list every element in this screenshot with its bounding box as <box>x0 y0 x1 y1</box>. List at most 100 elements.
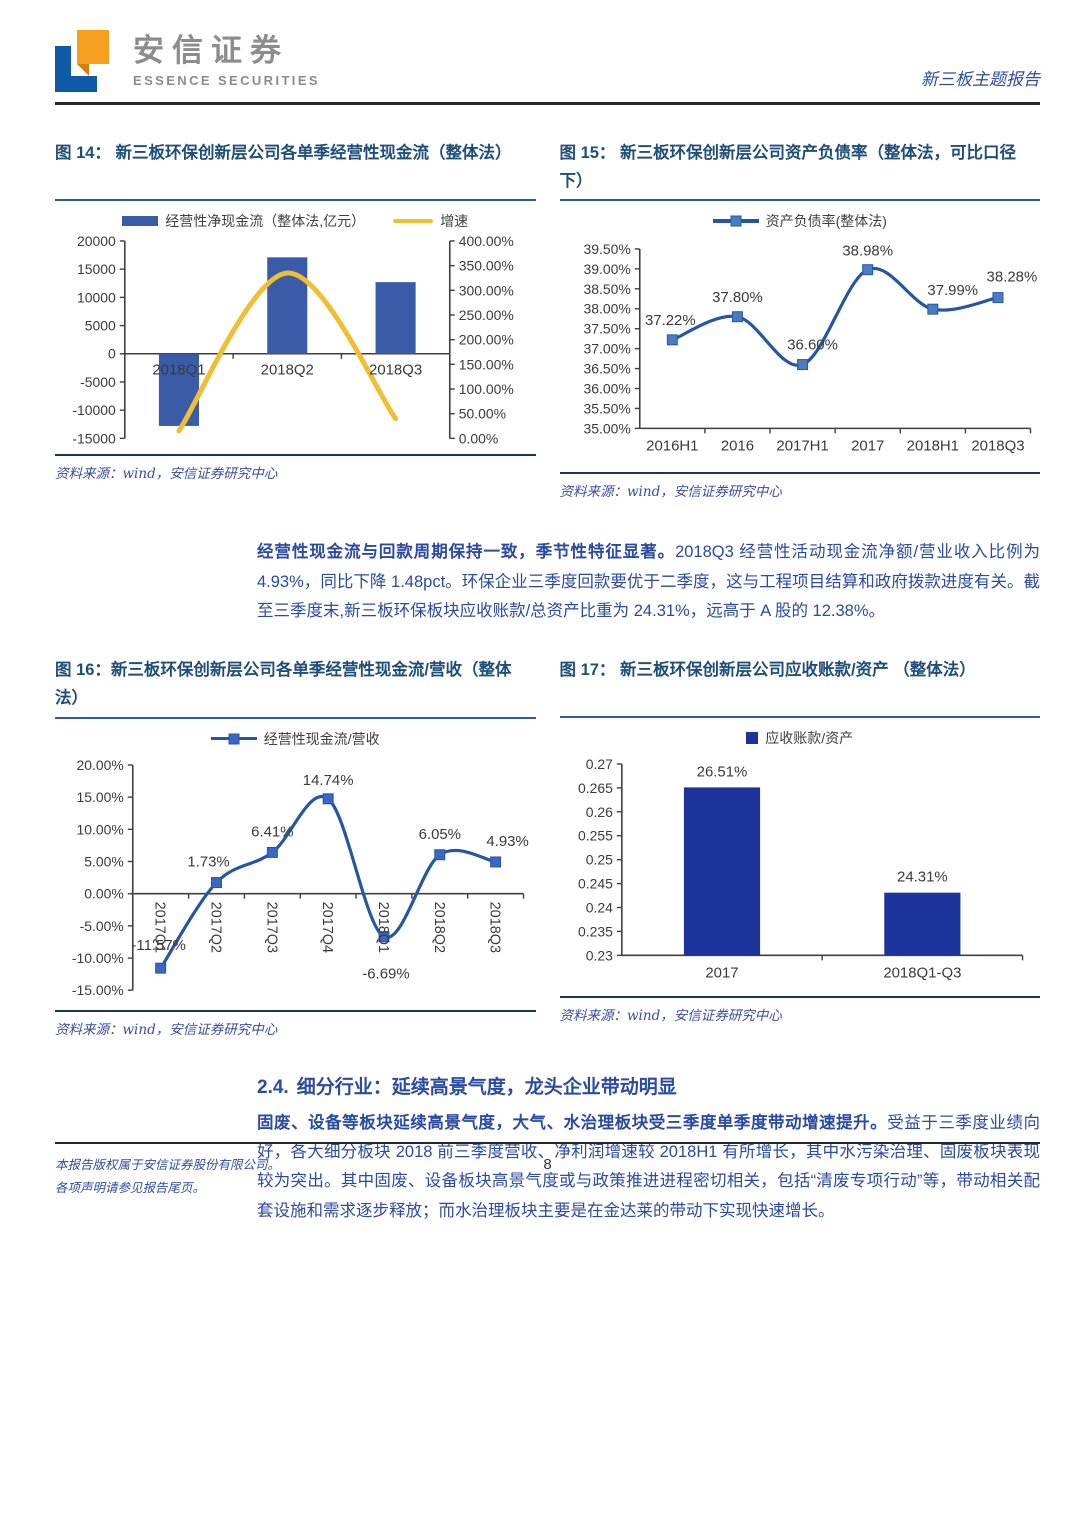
svg-text:200.00%: 200.00% <box>459 332 514 348</box>
svg-text:-6.69%: -6.69% <box>362 965 409 982</box>
page-header: 安信证券 ESSENCE SECURITIES 新三板主题报告 <box>55 0 1040 105</box>
essence-logo-icon <box>55 30 117 92</box>
svg-text:2017: 2017 <box>705 965 738 982</box>
svg-text:26.51%: 26.51% <box>696 764 747 781</box>
svg-text:250.00%: 250.00% <box>459 307 514 323</box>
svg-text:20.00%: 20.00% <box>77 756 124 772</box>
figure-14-legend: 经营性净现金流（整体法,亿元） 增速 <box>55 211 536 231</box>
svg-text:2018Q3: 2018Q3 <box>487 901 503 952</box>
svg-text:0.24: 0.24 <box>585 900 612 916</box>
legend-label: 资产负债率(整体法) <box>765 213 887 230</box>
legend-item: 增速 <box>393 211 468 231</box>
figure-15-source: 资料来源：wind，安信证券研究中心 <box>559 472 1040 500</box>
legend-label: 经营性现金流/营收 <box>263 730 380 747</box>
svg-text:0: 0 <box>108 346 116 362</box>
svg-text:38.28%: 38.28% <box>986 269 1037 286</box>
figure-17-source: 资料来源：wind，安信证券研究中心 <box>559 995 1040 1024</box>
legend-item: 应收账款/资产 <box>746 728 853 748</box>
figure-14-source: 资料来源：wind，安信证券研究中心 <box>55 454 536 482</box>
svg-text:0.265: 0.265 <box>577 780 612 796</box>
svg-text:37.00%: 37.00% <box>583 341 630 357</box>
svg-text:0.255: 0.255 <box>577 828 612 844</box>
svg-text:100.00%: 100.00% <box>459 381 514 397</box>
svg-text:-11.57%: -11.57% <box>131 937 186 954</box>
figure-15-chart: 39.50% 39.00% 38.50% 38.00% 37.50% 37.00% 36.5… <box>560 233 1041 464</box>
brand-text: 安信证券 ESSENCE SECURITIES <box>133 33 320 88</box>
page-number: 8 <box>543 1155 552 1173</box>
svg-text:39.00%: 39.00% <box>583 261 630 277</box>
figure-16-source: 资料来源：wind，安信证券研究中心 <box>55 1009 536 1038</box>
svg-text:-15.00%: -15.00% <box>72 982 124 998</box>
svg-text:2018Q1: 2018Q1 <box>152 362 205 379</box>
svg-text:14.74%: 14.74% <box>303 771 354 788</box>
svg-text:35.50%: 35.50% <box>583 401 630 417</box>
legend-line-swatch-icon <box>393 219 434 223</box>
svg-text:-15000: -15000 <box>72 430 116 446</box>
figure-row-2: 图 16：新三板环保创新层公司各单季经营性现金流/营收（整体法） 经营性现金流/… <box>55 656 1041 1038</box>
svg-text:-10.00%: -10.00% <box>72 950 124 966</box>
svg-text:150.00%: 150.00% <box>459 356 514 372</box>
svg-text:15.00%: 15.00% <box>77 789 124 805</box>
svg-text:0.00%: 0.00% <box>459 430 499 446</box>
legend-item: 资产负债率(整体法) <box>712 211 887 231</box>
fig17-plot: 0.27 0.265 0.26 0.255 0.25 0.245 0.24 0.235 0.23… <box>577 756 1023 982</box>
svg-text:0.235: 0.235 <box>577 924 612 940</box>
figure-16-legend: 经营性现金流/营收 <box>55 729 536 749</box>
svg-text:2018Q3: 2018Q3 <box>971 437 1024 454</box>
legend-bar-swatch-icon <box>122 216 159 226</box>
figure-17-title: 图 17： 新三板环保创新层公司应收账款/资产 （整体法） <box>559 656 1040 719</box>
svg-text:2018Q1-Q3: 2018Q1-Q3 <box>883 965 961 982</box>
svg-text:2017Q1: 2017Q1 <box>152 901 168 952</box>
svg-text:50.00%: 50.00% <box>459 406 506 422</box>
svg-text:0.23: 0.23 <box>585 948 612 964</box>
paragraph-cashflow-body: 2018Q3 经营性活动现金流净额/营业收入比例为 4.93%，同比下降 1.4… <box>257 543 1040 621</box>
svg-text:37.99%: 37.99% <box>927 282 978 299</box>
svg-text:2018H1: 2018H1 <box>906 437 958 454</box>
svg-text:0.27: 0.27 <box>585 756 612 772</box>
paragraph-subsector: 固废、设备等板块延续高景气度，大气、水治理板块受三季度单季度带动增速提升。受益于… <box>257 1109 1040 1226</box>
svg-text:5000: 5000 <box>85 318 116 334</box>
svg-text:2017Q4: 2017Q4 <box>319 901 335 952</box>
svg-text:37.50%: 37.50% <box>583 321 630 337</box>
legend-label: 经营性净现金流（整体法,亿元） <box>165 213 366 229</box>
figure-14: 图 14： 新三板环保创新层公司各单季经营性现金流（整体法） 经营性净现金流（整… <box>55 139 536 500</box>
legend-square-swatch-icon <box>746 732 759 745</box>
svg-text:0.245: 0.245 <box>577 876 612 892</box>
page-footer: 本报告版权属于安信证券股份有限公司。 各项声明请参见报告尾页。 8 <box>55 1141 1040 1201</box>
svg-text:24.31%: 24.31% <box>897 869 948 886</box>
figure-row-1: 图 14： 新三板环保创新层公司各单季经营性现金流（整体法） 经营性净现金流（整… <box>55 139 1040 500</box>
svg-text:20000: 20000 <box>77 233 116 249</box>
svg-text:36.00%: 36.00% <box>583 381 630 397</box>
svg-text:2016H1: 2016H1 <box>646 437 698 454</box>
svg-text:400.00%: 400.00% <box>459 233 514 249</box>
svg-text:6.05%: 6.05% <box>419 825 461 842</box>
figure-17-legend: 应收账款/资产 <box>560 728 1041 748</box>
legend-linemark-swatch-icon <box>210 733 257 745</box>
figure-17: 图 17： 新三板环保创新层公司应收账款/资产 （整体法） 应收账款/资产 0.… <box>559 656 1041 1037</box>
svg-text:15000: 15000 <box>77 261 116 277</box>
section-title: 细分行业：延续高景气度，龙头企业带动明显 <box>296 1076 677 1098</box>
svg-text:5.00%: 5.00% <box>84 853 124 869</box>
figure-16-title: 图 16：新三板环保创新层公司各单季经营性现金流/营收（整体法） <box>55 656 536 719</box>
brand-name-cn: 安信证券 <box>133 33 289 69</box>
fig14-plot: 20000 15000 10000 5000 0 -5000 -10000 -15000 400… <box>72 233 514 446</box>
figure-14-title: 图 14： 新三板环保创新层公司各单季经营性现金流（整体法） <box>55 139 536 201</box>
svg-text:36.50%: 36.50% <box>583 361 630 377</box>
svg-text:38.00%: 38.00% <box>583 301 630 317</box>
svg-text:37.80%: 37.80% <box>712 289 763 306</box>
svg-text:0.00%: 0.00% <box>84 885 124 901</box>
svg-text:37.22%: 37.22% <box>644 312 695 329</box>
svg-text:4.93%: 4.93% <box>486 833 528 850</box>
svg-text:2018Q2: 2018Q2 <box>431 901 447 952</box>
report-type-label: 新三板主题报告 <box>921 70 1040 90</box>
svg-text:38.98%: 38.98% <box>842 243 893 260</box>
report-page: 安信证券 ESSENCE SECURITIES 新三板主题报告 图 14： 新三… <box>55 0 1041 1226</box>
svg-text:2018Q3: 2018Q3 <box>369 362 422 379</box>
legend-label: 增速 <box>440 213 469 229</box>
svg-text:10000: 10000 <box>77 289 116 305</box>
legend-item: 经营性净现金流（整体法,亿元） <box>122 211 365 231</box>
svg-text:2018Q1: 2018Q1 <box>375 901 391 952</box>
figure-17-chart: 0.27 0.265 0.26 0.255 0.25 0.245 0.24 0.235 0.23… <box>560 750 1041 987</box>
figure-14-chart: 20000 15000 10000 5000 0 -5000 -10000 -15000 400… <box>55 233 536 446</box>
figure-15: 图 15： 新三板环保创新层公司资产负债率（整体法，可比口径下） 资产负债率(整… <box>559 139 1041 500</box>
